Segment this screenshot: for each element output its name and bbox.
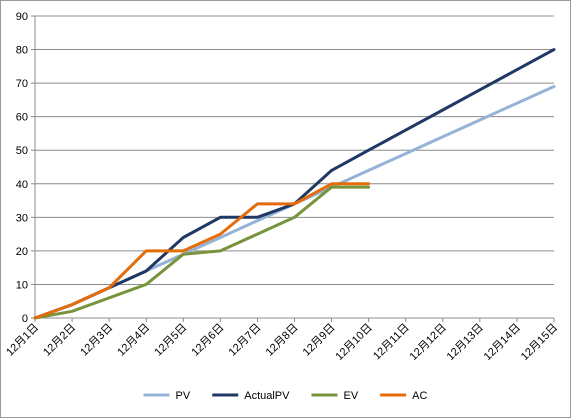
x-tick-label: 12月3日 (78, 322, 115, 359)
series-line-ac (33, 182, 371, 320)
legend-label: AC (412, 390, 427, 402)
legend-label: EV (343, 390, 358, 402)
gridlines (35, 15, 554, 285)
y-tick-label: 20 (16, 246, 28, 258)
x-tick-label: 12月10日 (333, 322, 374, 363)
x-tick-label: 12月12日 (408, 322, 449, 363)
legend-item-ac: AC (380, 390, 428, 402)
series-line-ev (33, 185, 371, 320)
y-tick-label: 80 (16, 45, 28, 57)
series-lines (33, 48, 556, 320)
x-tick-labels: 12月1日 12月2日 12月3日 12月4日 12月5日 12月6日 12月7日 12月8日… (4, 322, 560, 363)
x-tick-label: 12月9日 (301, 322, 338, 359)
x-tick-label: 12月6日 (189, 322, 226, 359)
legend-item-ev: EV (311, 390, 359, 402)
legend-label: ActualPV (244, 390, 290, 402)
x-tick-label: 12月5日 (152, 322, 189, 359)
x-tick-label: 12月2日 (41, 322, 78, 359)
legend-item-pv: PV (143, 390, 191, 402)
x-tick-label: 12月15日 (519, 322, 560, 363)
x-tick-label: 12月4日 (115, 322, 152, 359)
y-tick-label: 60 (16, 112, 28, 124)
y-tick-label: 90 (16, 11, 28, 23)
axes (31, 15, 555, 322)
x-tick-label: 12月14日 (482, 322, 523, 363)
y-tick-label: 50 (16, 145, 28, 157)
y-tick-label: 0 (22, 313, 28, 325)
x-tick-label: 12月1日 (4, 322, 41, 359)
x-tick-label: 12月11日 (371, 322, 412, 363)
y-tick-label: 70 (16, 78, 28, 90)
y-tick-labels: 0 10 20 30 40 50 60 70 80 90 (16, 11, 28, 325)
y-tick-label: 10 (16, 279, 28, 291)
x-tick-label: 12月13日 (445, 322, 486, 363)
legend-item-actualpv: ActualPV (212, 390, 290, 402)
legend-label: PV (176, 390, 191, 402)
y-tick-label: 40 (16, 179, 28, 191)
y-tick-label: 30 (16, 212, 28, 224)
x-tick-label: 12月7日 (227, 322, 264, 359)
x-tick-label: 12月8日 (264, 322, 301, 359)
legend: PV ActualPV EV AC (143, 390, 428, 402)
